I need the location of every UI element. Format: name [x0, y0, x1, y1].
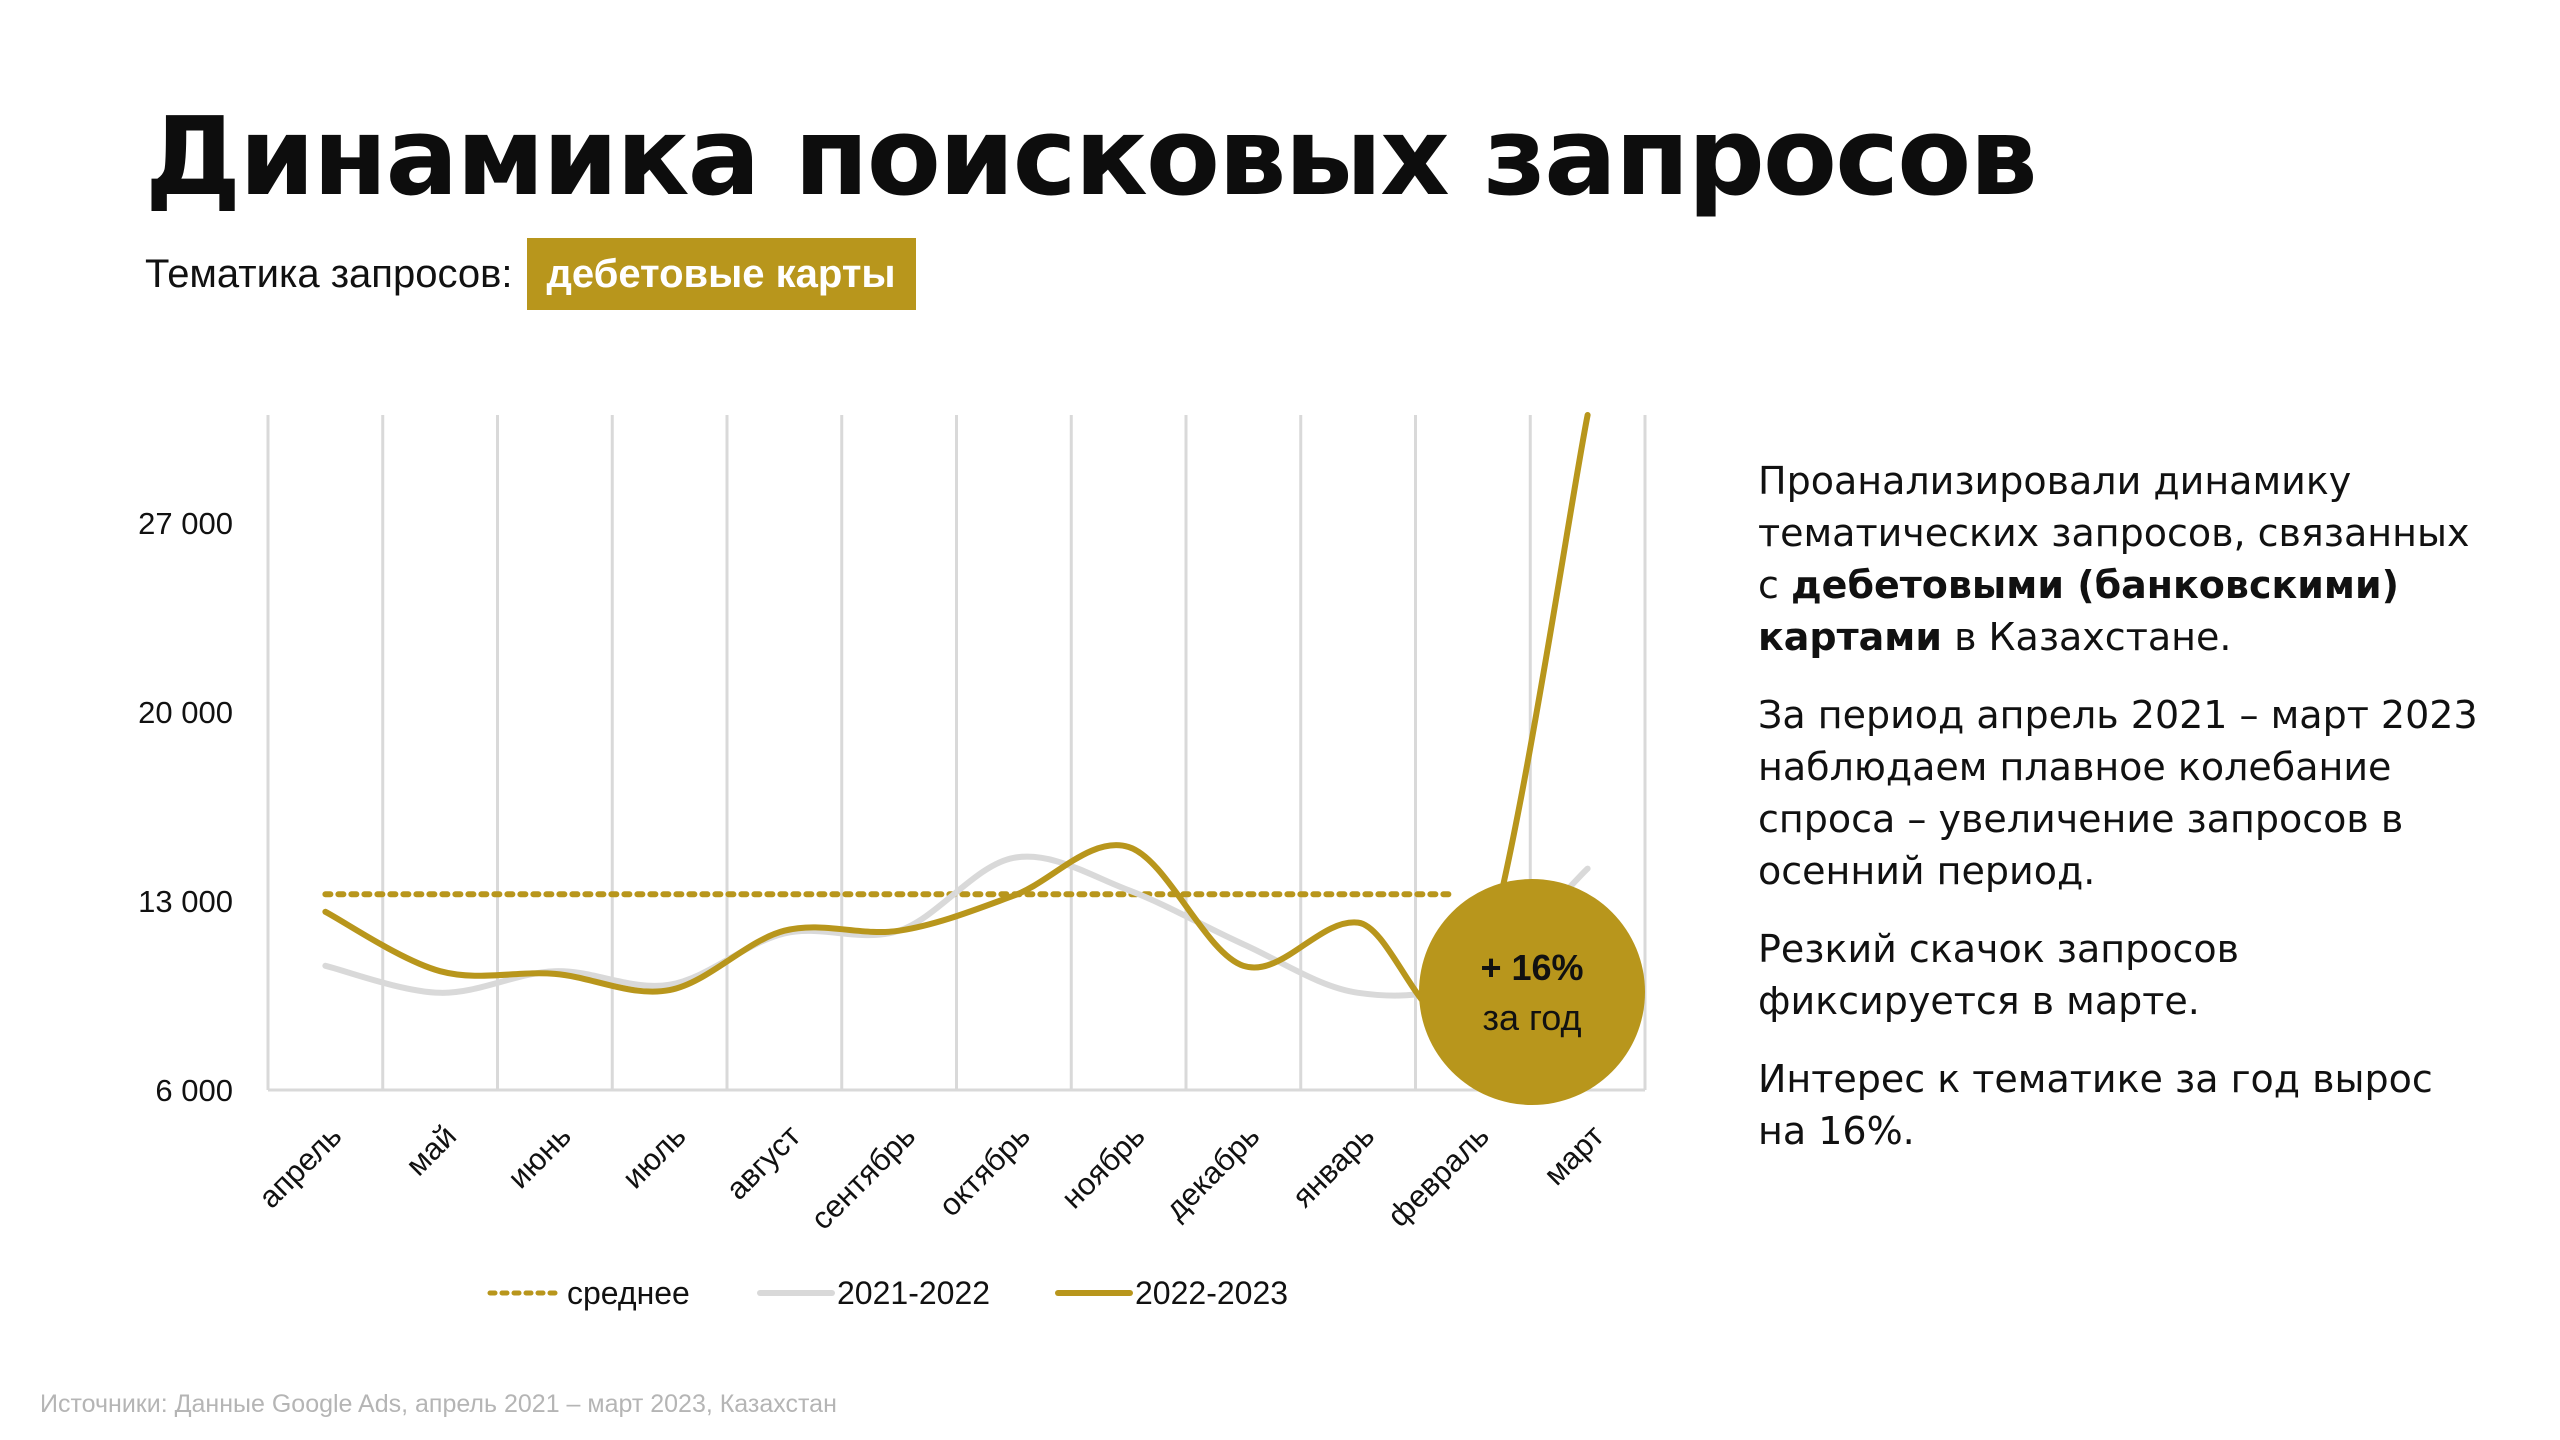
- x-tick-label: октябрь: [932, 1118, 1037, 1223]
- x-tick-label: декабрь: [1158, 1118, 1266, 1226]
- x-tick-label: май: [399, 1118, 463, 1182]
- x-tick-label: февраль: [1381, 1118, 1496, 1233]
- y-axis-ticks: 27 000 20 000 13 000 6 000: [138, 506, 233, 1108]
- subtitle-row: Тематика запросов: дебетовые карты: [145, 238, 916, 310]
- legend-2021-2022-label: 2021-2022: [837, 1275, 990, 1311]
- x-tick-label: август: [719, 1118, 807, 1206]
- description-paragraph-4: Интерес к тематике за год вырос на 16%.: [1758, 1057, 2433, 1153]
- x-tick-label: апрель: [252, 1118, 349, 1215]
- x-tick-label: ноябрь: [1054, 1118, 1151, 1215]
- description-paragraph-2: За период апрель 2021 – март 2023 наблюд…: [1758, 693, 2478, 893]
- legend-item-2021-2022: 2021-2022: [757, 1275, 990, 1311]
- chart-grid: [266, 415, 1647, 1092]
- y-tick-label: 20 000: [138, 695, 233, 730]
- x-tick-label: март: [1537, 1118, 1611, 1192]
- description-p1-prefix: Проанализировали динамику тематических з…: [1758, 459, 2470, 607]
- growth-badge: + 16% за год: [1419, 879, 1645, 1105]
- description-paragraph-3: Резкий скачок запросов фиксируется в мар…: [1758, 927, 2240, 1023]
- growth-badge-caption: за год: [1482, 997, 1581, 1038]
- description-panel: Проанализировали динамику тематических з…: [1758, 455, 2478, 1183]
- chart-legend: среднее 2021-2022 2022-2023: [487, 1275, 1288, 1311]
- description-p1-suffix: в Казахстане.: [1942, 615, 2232, 659]
- legend-item-average: среднее: [487, 1275, 690, 1311]
- page-title: Динамика поисковых запросов: [145, 95, 2038, 220]
- growth-badge-value: + 16%: [1480, 947, 1583, 988]
- y-tick-label: 13 000: [138, 884, 233, 919]
- y-tick-label: 6 000: [155, 1073, 233, 1108]
- legend-item-2022-2023: 2022-2023: [1055, 1275, 1288, 1311]
- growth-badge-circle: [1419, 879, 1645, 1105]
- x-tick-label: июль: [615, 1118, 692, 1195]
- y-tick-label: 27 000: [138, 506, 233, 541]
- description-p1-bold: дебетовыми (банковскими) картами: [1758, 563, 2399, 659]
- source-note: Источники: Данные Google Ads, апрель 202…: [40, 1390, 837, 1418]
- topic-tag: дебетовые карты: [526, 238, 916, 310]
- description-paragraph-1: Проанализировали динамику тематических з…: [1758, 455, 2478, 663]
- x-tick-label: сентябрь: [804, 1118, 922, 1236]
- x-tick-label: июнь: [501, 1118, 578, 1195]
- legend-2022-2023-label: 2022-2023: [1135, 1275, 1288, 1311]
- subtitle-label: Тематика запросов:: [145, 251, 513, 296]
- legend-average-label: среднее: [567, 1275, 690, 1311]
- x-tick-label: январь: [1285, 1118, 1381, 1214]
